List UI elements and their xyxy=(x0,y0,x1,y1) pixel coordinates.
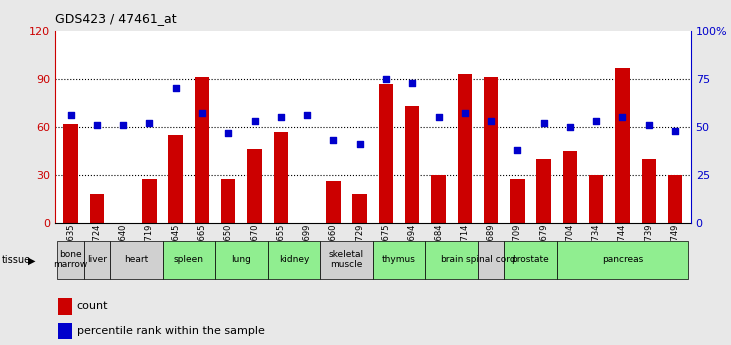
Bar xyxy=(379,84,393,223)
Bar xyxy=(478,240,504,279)
Text: percentile rank within the sample: percentile rank within the sample xyxy=(77,326,265,336)
Text: bone
marrow: bone marrow xyxy=(53,250,88,269)
Bar xyxy=(668,175,682,223)
Text: thymus: thymus xyxy=(382,255,416,264)
Bar xyxy=(168,135,183,223)
Bar xyxy=(425,240,478,279)
Point xyxy=(512,147,523,152)
Point xyxy=(143,120,155,126)
Text: spinal cord: spinal cord xyxy=(466,255,516,264)
Bar xyxy=(458,74,472,223)
Point xyxy=(91,122,103,128)
Text: lung: lung xyxy=(232,255,251,264)
Point xyxy=(170,86,181,91)
Point xyxy=(617,115,629,120)
Bar xyxy=(64,124,77,223)
Bar xyxy=(563,151,577,223)
Bar xyxy=(431,175,446,223)
Text: heart: heart xyxy=(124,255,148,264)
Point xyxy=(591,118,602,124)
Bar xyxy=(373,240,425,279)
Text: GDS423 / 47461_at: GDS423 / 47461_at xyxy=(55,12,176,25)
Point xyxy=(301,112,313,118)
Bar xyxy=(642,159,656,223)
Bar xyxy=(504,240,557,279)
Text: ▶: ▶ xyxy=(28,256,35,265)
Point xyxy=(117,122,129,128)
Bar xyxy=(616,68,629,223)
Point xyxy=(327,137,339,143)
Text: prostate: prostate xyxy=(512,255,550,264)
Bar xyxy=(58,323,72,339)
Point xyxy=(380,76,392,82)
Bar xyxy=(589,175,603,223)
Bar xyxy=(90,194,104,223)
Point xyxy=(485,118,497,124)
Text: spleen: spleen xyxy=(174,255,204,264)
Text: count: count xyxy=(77,302,108,311)
Point xyxy=(196,111,208,116)
Bar xyxy=(326,181,341,223)
Bar xyxy=(537,159,551,223)
Point xyxy=(669,128,681,134)
Bar xyxy=(273,131,288,223)
Bar xyxy=(58,298,72,315)
Point xyxy=(222,130,234,135)
Bar xyxy=(194,77,209,223)
Point xyxy=(643,122,654,128)
Point xyxy=(564,124,576,130)
Bar xyxy=(84,240,110,279)
Bar xyxy=(557,240,688,279)
Text: brain: brain xyxy=(440,255,463,264)
Text: skeletal
muscle: skeletal muscle xyxy=(329,250,364,269)
Bar xyxy=(221,179,235,223)
Point xyxy=(65,112,77,118)
Bar xyxy=(143,179,156,223)
Bar xyxy=(162,240,215,279)
Point xyxy=(538,120,550,126)
Bar xyxy=(58,240,84,279)
Bar xyxy=(484,77,499,223)
Bar xyxy=(510,179,525,223)
Bar xyxy=(320,240,373,279)
Text: kidney: kidney xyxy=(279,255,309,264)
Bar xyxy=(110,240,162,279)
Point xyxy=(406,80,418,86)
Text: liver: liver xyxy=(87,255,107,264)
Bar xyxy=(247,149,262,223)
Point xyxy=(354,141,366,147)
Bar xyxy=(352,194,367,223)
Point xyxy=(249,118,260,124)
Bar xyxy=(405,106,420,223)
Point xyxy=(433,115,444,120)
Point xyxy=(459,111,471,116)
Text: tissue: tissue xyxy=(1,256,31,265)
Text: pancreas: pancreas xyxy=(602,255,643,264)
Bar xyxy=(268,240,320,279)
Bar xyxy=(215,240,268,279)
Point xyxy=(275,115,287,120)
